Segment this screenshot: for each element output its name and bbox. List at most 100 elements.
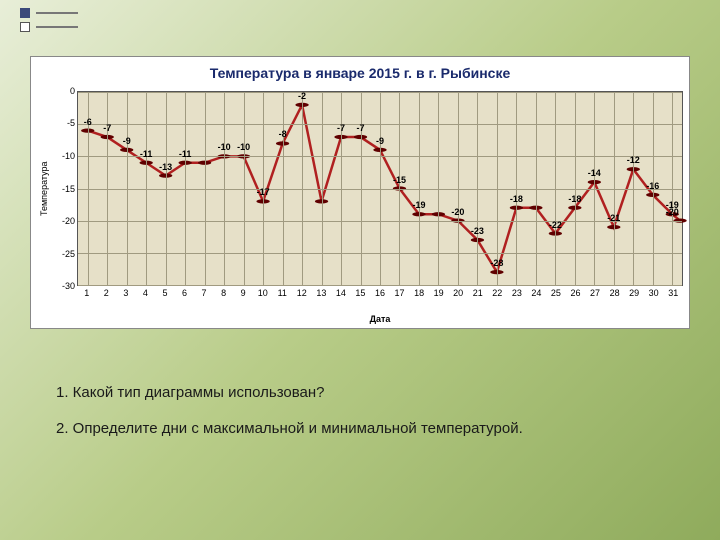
gridline-v xyxy=(127,92,128,285)
chart-title: Температура в январе 2015 г. в г. Рыбинс… xyxy=(37,61,683,91)
x-tick: 1 xyxy=(84,288,89,298)
data-label: -19 xyxy=(412,200,425,210)
data-label: -7 xyxy=(357,123,365,133)
x-tick: 2 xyxy=(104,288,109,298)
data-label: -2 xyxy=(298,91,306,101)
gridline-v xyxy=(399,92,400,285)
x-tick: 15 xyxy=(355,288,365,298)
x-tick: 27 xyxy=(590,288,600,298)
gridline-v xyxy=(555,92,556,285)
gridline-v xyxy=(146,92,147,285)
gridline-v xyxy=(185,92,186,285)
gridline-v xyxy=(380,92,381,285)
data-label: -8 xyxy=(279,129,287,139)
y-axis: 0-5-10-15-20-25-30 xyxy=(51,91,77,286)
chart-container: Температура в январе 2015 г. в г. Рыбинс… xyxy=(30,56,690,329)
gridline-v xyxy=(107,92,108,285)
x-axis: 1234567891011121314151617181920212223242… xyxy=(77,286,683,302)
data-label: -9 xyxy=(376,136,384,146)
data-label: -7 xyxy=(337,123,345,133)
gridline-v xyxy=(458,92,459,285)
chart-area: Температура 0-5-10-15-20-25-30 -6-7-9-11… xyxy=(37,91,683,286)
data-label: -18 xyxy=(568,194,581,204)
y-tick: -25 xyxy=(62,249,75,259)
data-label: -17 xyxy=(257,187,270,197)
x-tick: 5 xyxy=(162,288,167,298)
data-label: -20 xyxy=(666,207,679,217)
gridline-v xyxy=(438,92,439,285)
x-tick: 11 xyxy=(278,288,287,298)
gridline-v xyxy=(477,92,478,285)
data-label: -22 xyxy=(549,220,562,230)
y-tick: 0 xyxy=(70,86,75,96)
data-label: -10 xyxy=(218,142,231,152)
x-tick: 21 xyxy=(473,288,483,298)
data-label: -16 xyxy=(646,181,659,191)
gridline-v xyxy=(575,92,576,285)
x-tick: 9 xyxy=(241,288,246,298)
data-label: -9 xyxy=(123,136,131,146)
gridline-v xyxy=(672,92,673,285)
x-axis-label: Дата xyxy=(77,314,683,324)
gridline-v xyxy=(283,92,284,285)
data-label: -12 xyxy=(627,155,640,165)
bullet-line xyxy=(36,12,78,14)
y-axis-label: Температура xyxy=(37,91,51,286)
x-tick: 25 xyxy=(551,288,561,298)
x-tick: 14 xyxy=(336,288,346,298)
data-label: -15 xyxy=(393,175,406,185)
gridline-v xyxy=(244,92,245,285)
data-label: -14 xyxy=(588,168,601,178)
question-1: 1. Какой тип диаграммы использован? xyxy=(56,375,674,411)
x-tick: 28 xyxy=(610,288,620,298)
x-tick: 29 xyxy=(629,288,639,298)
data-label: -6 xyxy=(84,117,92,127)
gridline-v xyxy=(205,92,206,285)
gridline-v xyxy=(497,92,498,285)
gridline-v xyxy=(516,92,517,285)
data-label: -13 xyxy=(159,162,172,172)
gridline-v xyxy=(341,92,342,285)
questions-block: 1. Какой тип диаграммы использован? 2. О… xyxy=(56,375,674,447)
gridline-v xyxy=(614,92,615,285)
x-tick: 24 xyxy=(531,288,541,298)
gridline-v xyxy=(536,92,537,285)
x-tick: 26 xyxy=(570,288,580,298)
bullet-row xyxy=(20,8,78,18)
bullet-square-filled xyxy=(20,8,30,18)
data-label: -11 xyxy=(140,149,153,159)
data-label: -28 xyxy=(490,258,503,268)
x-tick: 4 xyxy=(143,288,148,298)
x-tick: 17 xyxy=(395,288,405,298)
gridline-v xyxy=(302,92,303,285)
x-tick: 20 xyxy=(453,288,463,298)
x-tick: 6 xyxy=(182,288,187,298)
data-label: -10 xyxy=(237,142,250,152)
bullet-line xyxy=(36,26,78,28)
gridline-v xyxy=(633,92,634,285)
x-tick: 19 xyxy=(434,288,444,298)
x-tick: 7 xyxy=(202,288,207,298)
gridline-v xyxy=(594,92,595,285)
y-tick: -5 xyxy=(67,118,75,128)
slide-bullets xyxy=(20,8,78,36)
x-tick: 23 xyxy=(512,288,522,298)
x-tick: 16 xyxy=(375,288,385,298)
gridline-v xyxy=(361,92,362,285)
x-tick: 3 xyxy=(123,288,128,298)
data-label: -20 xyxy=(451,207,464,217)
data-label: -11 xyxy=(179,149,192,159)
y-tick: -30 xyxy=(62,281,75,291)
y-tick: -20 xyxy=(62,216,75,226)
question-2: 2. Определите дни с максимальной и миним… xyxy=(56,411,674,447)
x-tick: 13 xyxy=(316,288,326,298)
plot-area: -6-7-9-11-13-11-10-10-17-8-2-7-7-9-15-19… xyxy=(77,91,683,286)
bullet-row xyxy=(20,22,78,32)
x-tick: 18 xyxy=(414,288,424,298)
gridline-v xyxy=(224,92,225,285)
x-tick: 10 xyxy=(258,288,268,298)
x-tick: 30 xyxy=(649,288,659,298)
y-tick: -10 xyxy=(62,151,75,161)
gridline-v xyxy=(419,92,420,285)
data-label: -21 xyxy=(607,213,620,223)
